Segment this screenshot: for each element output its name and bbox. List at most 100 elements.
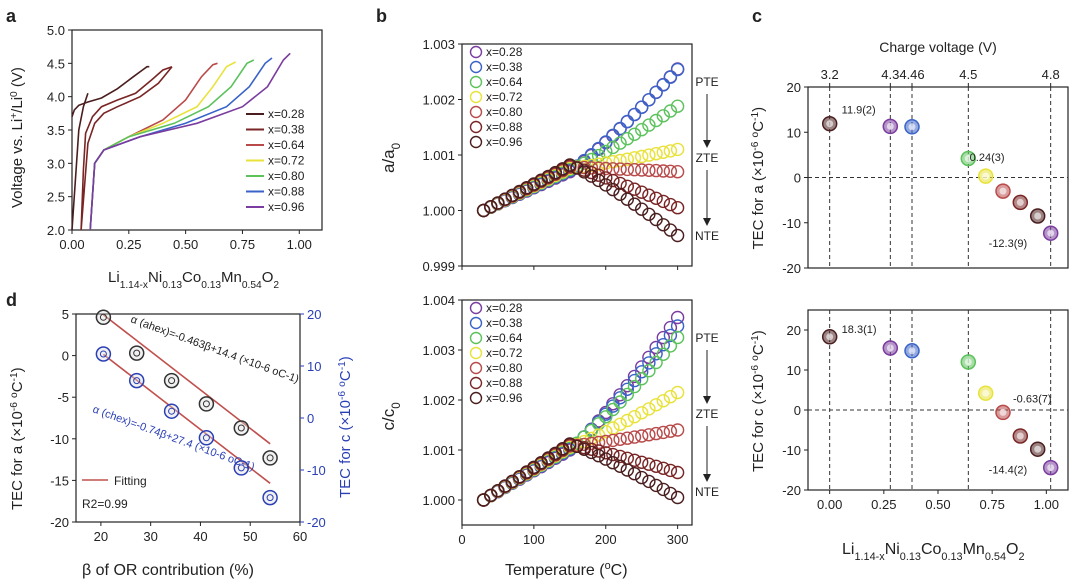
panel-d-ytick-label: -15	[50, 473, 69, 488]
panel-c1-ylabel: TEC for a (×10-6 oC-1)	[750, 107, 768, 250]
panel-b2-data-point	[635, 429, 649, 443]
panel-b2-annotation-zte: ZTE	[696, 407, 719, 421]
panel-d-data-point-c	[128, 372, 145, 389]
panel-d-data-point-inner-c	[133, 377, 141, 385]
panel-b2-data-point	[620, 379, 634, 393]
panel-b1-data-point	[642, 163, 656, 178]
panel-c2-data-point-highlight	[999, 408, 1007, 416]
panel-b1-data-point	[498, 192, 512, 206]
panel-b2-data-point	[620, 413, 634, 428]
panel-b2-data-point	[670, 465, 685, 480]
panel-b1-data-point	[670, 142, 685, 157]
panel-b2-legend-marker	[469, 346, 483, 360]
panel-c2-xtick-label: 0.25	[871, 497, 896, 512]
panel-b2-legend-label: x=0.64	[486, 331, 523, 345]
panel-a-series-line	[80, 65, 173, 231]
panel-b2-legend-marker	[469, 331, 483, 345]
panel-b1-data-point	[656, 194, 670, 209]
panel-d-ytick-label: 0	[62, 349, 69, 364]
panel-b1-legend-marker	[469, 135, 483, 149]
panel-b1-arrow-head	[703, 140, 711, 148]
panel-b1-data-point	[606, 154, 620, 169]
panel-b2-xtick-label: 100	[523, 532, 545, 547]
panel-d-data-point-inner-a	[168, 377, 176, 385]
panel-label-a: a	[6, 6, 17, 26]
panel-b1-data-point	[606, 140, 620, 155]
panel-b2-ytick-label: 1.001	[422, 443, 455, 458]
panel-b1-data-point	[670, 228, 685, 243]
panel-d-data-point-a	[233, 420, 250, 436]
panel-a-series-line	[89, 52, 291, 231]
panel-c2-xtick-label: 1.00	[1034, 497, 1059, 512]
panel-d-ytick-label: -20	[50, 515, 69, 530]
panel-c2-value-annotation: 18.3(1)	[842, 324, 877, 336]
panel-b1-data-point	[670, 164, 685, 179]
panel-b1-data-point	[491, 196, 505, 210]
panel-c2-ytick-label: -10	[782, 443, 801, 458]
panel-b2-data-point	[599, 410, 613, 424]
panel-b1-ytick-label: 1.002	[422, 93, 455, 108]
panel-b1-data-point	[649, 85, 663, 100]
panel-d-data-point-c	[198, 430, 215, 446]
panel-b1-arrow-head	[703, 218, 711, 226]
panel-b1-data-point	[555, 162, 570, 176]
panel-b1-legend-marker	[469, 105, 483, 119]
panel-c1-data-point-highlight	[1047, 229, 1055, 237]
panel-c2-xtick-label: 0.75	[980, 497, 1005, 512]
panel-b1-data-point	[613, 136, 627, 150]
panel-d-ytick-label: 5	[62, 307, 69, 322]
panel-b1-data-point	[670, 99, 685, 113]
panel-b2-data-point	[606, 447, 620, 462]
panel-b1-legend-marker	[469, 75, 483, 89]
panel-d-legend-label: Fitting	[114, 474, 147, 488]
panel-c2-xlabel: Li1.14-xNi0.13Co0.13Mn0.54O2	[842, 541, 1025, 563]
panel-b2-data-point	[613, 391, 627, 405]
panel-c2-data-point-highlight	[982, 389, 990, 397]
panel-a-ytick-label: 4.0	[47, 90, 65, 105]
panel-b2-data-point	[635, 455, 649, 469]
panel-b1-data-point	[620, 162, 634, 177]
panel-b1-data-point	[656, 78, 670, 92]
panel-b2-xtick-label: 300	[667, 532, 689, 547]
panel-b2-data-point	[476, 493, 491, 507]
panel-b1-data-point	[613, 121, 627, 136]
panel-b1-data-point	[649, 191, 663, 206]
panel-a-series-line	[89, 59, 255, 231]
panel-a-ytick-label: 3.5	[47, 123, 65, 138]
panel-b2-data-point	[627, 453, 642, 467]
panel-b1-legend-marker	[469, 120, 483, 134]
panel-b2-data-point	[599, 446, 613, 460]
panel-d-xtick-label: 30	[143, 529, 157, 544]
panel-b1-legend-label: x=0.80	[486, 105, 523, 119]
panel-b2-data-point	[635, 406, 649, 420]
panel-b1-data-point	[584, 152, 599, 167]
panel-d-data-point-inner-a	[266, 454, 274, 462]
panel-d-data-point-inner-c	[237, 464, 245, 472]
panel-b2-data-point	[620, 451, 634, 465]
panel-d-ytick-label: -5	[57, 390, 69, 405]
panel-b2-data-point	[620, 431, 634, 445]
panel-b2-xtick-label: 200	[595, 532, 617, 547]
panel-d-data-point-a	[95, 309, 112, 326]
panel-a-ytick-label: 4.5	[47, 56, 65, 71]
panel-b1-legend-marker	[469, 60, 483, 74]
panel-b2-data-point	[649, 398, 663, 412]
panel-b1-annotation-nte: NTE	[695, 229, 719, 243]
panel-c1-data-point-highlight	[964, 155, 972, 162]
panel-b2-ylabel: c/c0	[379, 402, 403, 430]
panel-b2-legend-label: x=0.38	[486, 316, 523, 330]
panel-b2-data-point	[670, 310, 685, 325]
panel-b2-data-point	[584, 423, 599, 438]
panel-b1-data-point	[627, 127, 642, 142]
panel-c2-ytick-label: 0	[794, 403, 801, 418]
panel-d-ylabel-right: TEC for c (×10-6 oC-1)	[337, 356, 355, 498]
panel-c-tec-a: -20 -10 0 10 20 3.2 4.3 4.46 4.5 4.8 Charge voltag…	[750, 39, 1069, 276]
panel-b2-data-point	[613, 432, 627, 446]
panel-b2-data-point	[649, 426, 663, 441]
panel-b2-data-point	[627, 467, 642, 481]
panel-b1-data-point	[663, 144, 678, 158]
panel-b2-ytick-label: 1.002	[422, 393, 455, 408]
panel-b2-data-point	[642, 474, 656, 489]
panel-d-xtick-label: 50	[243, 529, 257, 544]
